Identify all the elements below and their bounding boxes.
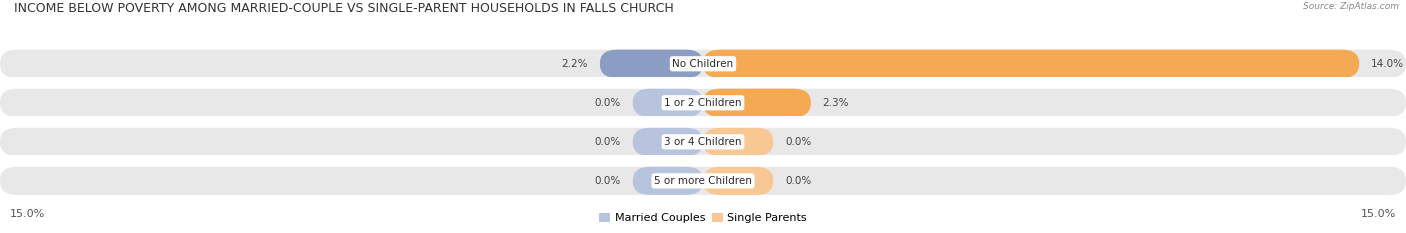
Text: 2.2%: 2.2%	[561, 59, 588, 69]
FancyBboxPatch shape	[633, 89, 703, 117]
FancyBboxPatch shape	[0, 167, 1406, 195]
FancyBboxPatch shape	[703, 50, 1360, 78]
FancyBboxPatch shape	[0, 50, 1406, 78]
Text: 2.3%: 2.3%	[823, 98, 849, 108]
FancyBboxPatch shape	[0, 89, 1406, 117]
FancyBboxPatch shape	[703, 167, 773, 195]
Text: No Children: No Children	[672, 59, 734, 69]
FancyBboxPatch shape	[703, 128, 773, 156]
FancyBboxPatch shape	[633, 167, 703, 195]
Text: 0.0%: 0.0%	[595, 176, 621, 186]
FancyBboxPatch shape	[703, 89, 811, 117]
Text: 5 or more Children: 5 or more Children	[654, 176, 752, 186]
Text: Source: ZipAtlas.com: Source: ZipAtlas.com	[1303, 2, 1399, 11]
Text: 0.0%: 0.0%	[785, 176, 811, 186]
FancyBboxPatch shape	[633, 128, 703, 156]
Text: INCOME BELOW POVERTY AMONG MARRIED-COUPLE VS SINGLE-PARENT HOUSEHOLDS IN FALLS C: INCOME BELOW POVERTY AMONG MARRIED-COUPL…	[14, 2, 673, 15]
Legend: Married Couples, Single Parents: Married Couples, Single Parents	[595, 208, 811, 227]
FancyBboxPatch shape	[0, 128, 1406, 156]
Text: 0.0%: 0.0%	[595, 137, 621, 147]
Text: 1 or 2 Children: 1 or 2 Children	[664, 98, 742, 108]
FancyBboxPatch shape	[703, 89, 811, 117]
Text: 0.0%: 0.0%	[785, 137, 811, 147]
Text: 0.0%: 0.0%	[595, 98, 621, 108]
Text: 15.0%: 15.0%	[10, 209, 45, 219]
FancyBboxPatch shape	[600, 50, 703, 78]
Text: 3 or 4 Children: 3 or 4 Children	[664, 137, 742, 147]
FancyBboxPatch shape	[600, 50, 703, 78]
Text: 15.0%: 15.0%	[1361, 209, 1396, 219]
Text: 14.0%: 14.0%	[1371, 59, 1403, 69]
FancyBboxPatch shape	[703, 50, 1360, 78]
